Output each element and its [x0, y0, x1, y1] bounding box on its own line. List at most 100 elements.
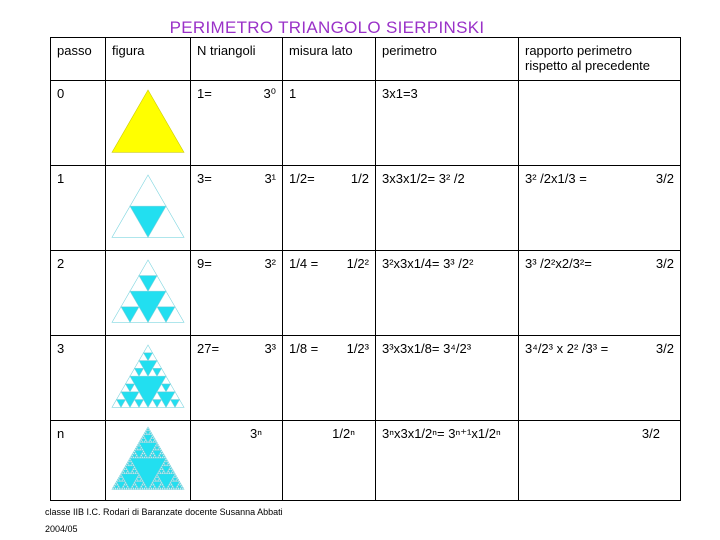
- triangle: [147, 351, 158, 361]
- triangle: [164, 457, 168, 461]
- triangle: [158, 482, 163, 486]
- triangle: [139, 438, 143, 441]
- perimetro-cell: 3³x3x1/8= 3⁴/2³: [375, 335, 519, 421]
- cell-text: 1/2: [350, 171, 369, 186]
- triangle: [142, 436, 147, 439]
- rapporto-cell: 3² /2x1/3 = 3/2: [518, 165, 681, 251]
- triangle: [133, 471, 138, 475]
- triangle: [135, 469, 139, 473]
- triangle: [149, 440, 154, 443]
- figure-cell: [105, 420, 191, 501]
- row: 3 27= 3³ 1/8 = 1/2³ 3³x3x1/8= 3⁴/2³ 3⁴/2³ x 2²…: [50, 335, 681, 421]
- triangle: [138, 440, 142, 443]
- triangle: [151, 390, 163, 400]
- triangle: [151, 447, 156, 451]
- rapporto-cell: 3⁴/2³ x 2² /3³ = 3/2: [518, 335, 681, 421]
- cell-content: 3² /2x1/3 = 3/2: [525, 171, 674, 186]
- triangle: [180, 484, 184, 488]
- triangle: [126, 484, 130, 488]
- cell-text: 1/2ⁿ: [332, 426, 355, 441]
- triangle: [111, 205, 149, 238]
- cell-content: 3ⁿ: [197, 426, 276, 441]
- triangle: [129, 471, 133, 475]
- triangle: [162, 461, 166, 465]
- triangle: [126, 461, 130, 465]
- triangle: [128, 457, 132, 461]
- triangle: [129, 486, 133, 490]
- triangle: [148, 484, 152, 488]
- triangle: [151, 455, 156, 459]
- triangle: [171, 484, 175, 488]
- triangle: [174, 479, 178, 482]
- cell-text: 3=: [197, 171, 212, 186]
- triangle: [156, 455, 160, 459]
- cell-content: 3³ /2²x2/3²= 3/2: [525, 256, 674, 271]
- triangle: [169, 390, 181, 400]
- triangle: [147, 274, 167, 291]
- triangle: [160, 486, 165, 490]
- triangle: [160, 463, 165, 467]
- triangle: [151, 436, 156, 439]
- triangle: [154, 475, 158, 478]
- triangle: [129, 173, 167, 206]
- triangle: [140, 479, 145, 482]
- triangle: [129, 463, 133, 467]
- triangle: [142, 432, 147, 436]
- triangle: [163, 471, 167, 475]
- triangle: [120, 290, 140, 307]
- triangle: [148, 438, 152, 441]
- triangle: [162, 453, 166, 457]
- cell-text: 3² /2x1/3 =: [525, 171, 587, 186]
- triangle: [158, 455, 163, 459]
- cell-text: 1/8 =: [289, 341, 319, 356]
- triangle: [160, 482, 165, 486]
- triangle: [132, 465, 137, 469]
- triangle: [129, 455, 133, 459]
- triangle: [140, 447, 145, 451]
- triangle: [144, 438, 148, 441]
- triangle: [151, 482, 156, 486]
- perimetro-cell: 3x3x1/2= 3² /2: [375, 165, 519, 251]
- header-cell: passo: [50, 37, 106, 81]
- n-triangoli-cell: 1= 3⁰: [190, 80, 283, 166]
- triangle: [130, 453, 134, 457]
- triangle: [157, 453, 161, 457]
- passo-cell: 0: [50, 80, 106, 166]
- triangle: [138, 351, 149, 361]
- misura-lato-cell: 1/2ⁿ: [282, 420, 376, 501]
- cell-text: 3³x3x1/8= 3⁴/2³: [382, 341, 472, 356]
- triangle: [151, 359, 163, 369]
- triangle: [114, 480, 119, 484]
- triangle: [118, 479, 122, 482]
- cell-text: 3¹: [264, 171, 276, 186]
- triangle: [156, 447, 160, 451]
- triangle: [123, 480, 128, 484]
- triangle: [149, 451, 154, 455]
- cell-text: 3²x3x1/4= 3³ /2²: [382, 256, 474, 271]
- triangle: [155, 473, 159, 477]
- triangle: [147, 432, 151, 436]
- triangle: [147, 205, 185, 238]
- triangle: [165, 305, 185, 323]
- triangle: [120, 486, 124, 490]
- row: n 3ⁿ 1/2ⁿ 3ⁿx3x1/2ⁿ= 3ⁿ⁺¹x1/2ⁿ 3/2: [50, 420, 681, 501]
- row: 0 1= 3⁰ 1 3x1=3: [50, 80, 681, 166]
- triangle: [172, 479, 176, 482]
- triangle: [158, 451, 163, 455]
- triangle: [156, 471, 160, 475]
- figure-cell: [105, 165, 191, 251]
- triangle: [139, 453, 143, 457]
- triangle: [117, 484, 121, 488]
- cell-content: 3= 3¹: [197, 171, 276, 186]
- triangle: [131, 482, 136, 486]
- cell-content: 3x1=3: [382, 86, 512, 101]
- triangle: [138, 475, 142, 478]
- triangle: [145, 440, 149, 443]
- triangle: [131, 463, 136, 467]
- triangle: [130, 461, 134, 465]
- triangle: [136, 471, 140, 475]
- triangle: [142, 455, 147, 459]
- triangle: [159, 449, 164, 453]
- triangle: [146, 426, 150, 430]
